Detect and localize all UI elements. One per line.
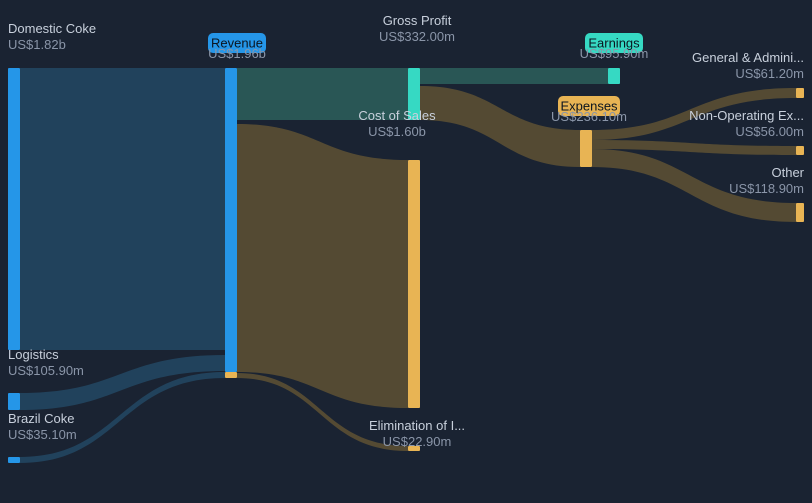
value-logistics: US$105.90m <box>8 363 84 378</box>
label-cost-of-sales: Cost of Sales <box>358 108 436 123</box>
node-n-cost[interactable] <box>408 160 420 408</box>
value-non-op: US$56.00m <box>735 124 804 139</box>
label-brazil-coke: Brazil Coke <box>8 411 74 426</box>
value-earnings-val: US$95.90m <box>580 46 649 61</box>
value-brazil-coke: US$35.10m <box>8 427 77 442</box>
label-domestic-coke: Domestic Coke <box>8 21 96 36</box>
value-other: US$118.90m <box>729 181 804 196</box>
node-n-earnings[interactable] <box>608 68 620 84</box>
label-gen-admin: General & Admini... <box>692 50 804 65</box>
node-n-expenses[interactable] <box>580 130 592 167</box>
flow-f-gross-earn[interactable] <box>420 68 608 84</box>
value-cost-of-sales: US$1.60b <box>368 124 426 139</box>
label-non-op: Non-Operating Ex... <box>689 108 804 123</box>
label-elimination: Elimination of I... <box>369 418 465 433</box>
value-gross-profit: US$332.00m <box>379 29 455 44</box>
label-gross-profit: Gross Profit <box>383 13 452 28</box>
flow-f-rev-cost[interactable] <box>237 124 408 408</box>
node-n-brazil[interactable] <box>8 457 20 463</box>
flow-f-domestic-rev[interactable] <box>20 68 225 350</box>
sankey-chart: RevenueEarningsExpensesDomestic CokeUS$1… <box>0 0 812 503</box>
label-other: Other <box>771 165 804 180</box>
value-expenses-val: US$236.10m <box>551 109 627 124</box>
node-n-ga[interactable] <box>796 88 804 98</box>
value-elimination: US$22.90m <box>383 434 452 449</box>
value-gen-admin: US$61.20m <box>735 66 804 81</box>
label-logistics: Logistics <box>8 347 59 362</box>
node-n-logistics[interactable] <box>8 393 20 410</box>
node-n-nonop[interactable] <box>796 146 804 155</box>
node-n-revenue-o[interactable] <box>225 372 237 378</box>
node-n-other[interactable] <box>796 203 804 222</box>
value-domestic-coke: US$1.82b <box>8 37 66 52</box>
node-n-revenue[interactable] <box>225 68 237 372</box>
node-n-domestic[interactable] <box>8 68 20 350</box>
value-revenue-val: US$1.96b <box>208 46 266 61</box>
